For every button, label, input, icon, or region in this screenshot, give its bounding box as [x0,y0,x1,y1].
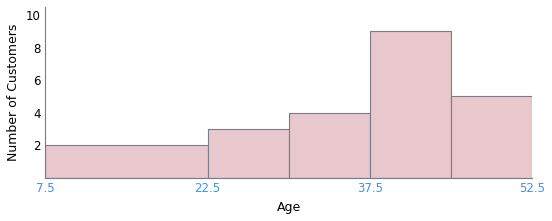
Bar [208,129,289,178]
Bar [289,113,370,178]
Y-axis label: Number of Customers: Number of Customers [7,24,20,161]
Bar [45,145,208,178]
X-axis label: Age: Age [277,201,301,214]
Bar [451,96,532,178]
Bar [370,31,451,178]
